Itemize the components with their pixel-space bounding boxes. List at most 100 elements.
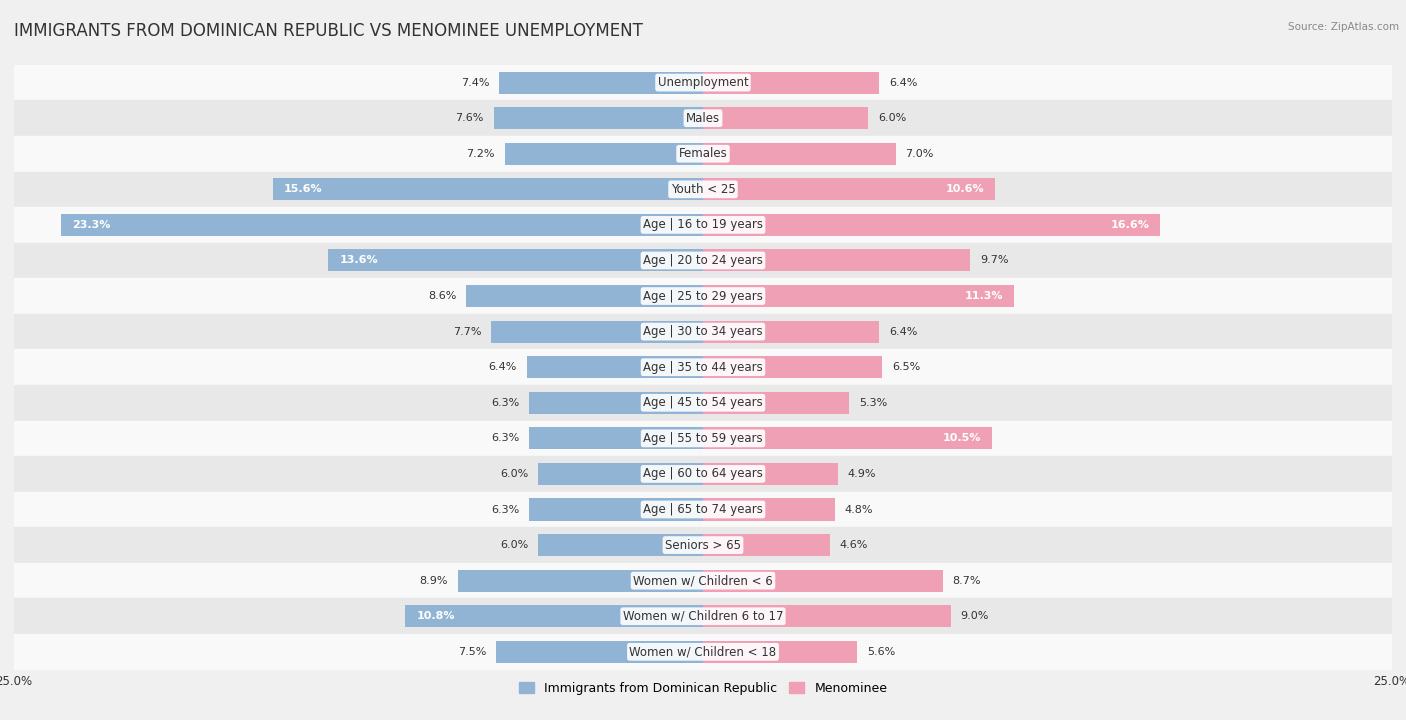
Text: Age | 35 to 44 years: Age | 35 to 44 years [643,361,763,374]
Bar [703,179,995,200]
Text: 10.5%: 10.5% [943,433,981,444]
Text: 7.6%: 7.6% [456,113,484,123]
Text: 6.4%: 6.4% [889,78,917,88]
Text: Unemployment: Unemployment [658,76,748,89]
Text: 13.6%: 13.6% [339,256,378,266]
Text: 9.0%: 9.0% [960,611,988,621]
Text: 6.5%: 6.5% [891,362,920,372]
Text: 5.3%: 5.3% [859,397,887,408]
Bar [14,314,1392,349]
Bar [703,428,993,449]
Bar [14,492,1392,527]
Text: 5.6%: 5.6% [868,647,896,657]
Bar [703,570,943,592]
Text: 6.3%: 6.3% [492,397,520,408]
Bar [14,634,1392,670]
Text: 8.7%: 8.7% [952,576,981,585]
Bar [703,641,858,663]
Text: 11.3%: 11.3% [965,291,1004,301]
Text: Women w/ Children < 6: Women w/ Children < 6 [633,574,773,587]
Text: 6.3%: 6.3% [492,505,520,515]
Text: 6.0%: 6.0% [499,540,529,550]
Bar [273,179,703,200]
Bar [703,498,835,521]
Text: Women w/ Children 6 to 17: Women w/ Children 6 to 17 [623,610,783,623]
Bar [537,534,703,556]
Text: Source: ZipAtlas.com: Source: ZipAtlas.com [1288,22,1399,32]
Text: Females: Females [679,148,727,161]
Text: Age | 45 to 54 years: Age | 45 to 54 years [643,396,763,409]
Bar [14,136,1392,171]
Bar [14,527,1392,563]
Bar [491,320,703,343]
Text: Age | 65 to 74 years: Age | 65 to 74 years [643,503,763,516]
Bar [537,463,703,485]
Text: 10.6%: 10.6% [945,184,984,194]
Bar [14,563,1392,598]
Bar [14,349,1392,385]
Bar [703,107,869,129]
Text: 7.0%: 7.0% [905,149,934,158]
Text: Age | 60 to 64 years: Age | 60 to 64 years [643,467,763,480]
Text: Age | 16 to 19 years: Age | 16 to 19 years [643,218,763,231]
Bar [14,278,1392,314]
Bar [14,598,1392,634]
Text: Age | 20 to 24 years: Age | 20 to 24 years [643,254,763,267]
Text: Age | 30 to 34 years: Age | 30 to 34 years [643,325,763,338]
Bar [703,214,1160,236]
Text: 6.4%: 6.4% [489,362,517,372]
Text: 7.5%: 7.5% [458,647,486,657]
Text: Women w/ Children < 18: Women w/ Children < 18 [630,645,776,658]
Text: 6.3%: 6.3% [492,433,520,444]
Text: 4.6%: 4.6% [839,540,868,550]
Bar [703,320,879,343]
Text: Males: Males [686,112,720,125]
Bar [405,606,703,627]
Bar [703,71,879,94]
Bar [703,356,882,378]
Bar [530,498,703,521]
Bar [14,100,1392,136]
Bar [703,285,1014,307]
Bar [60,214,703,236]
Legend: Immigrants from Dominican Republic, Menominee: Immigrants from Dominican Republic, Meno… [513,677,893,700]
Text: 6.0%: 6.0% [499,469,529,479]
Bar [530,428,703,449]
Bar [14,456,1392,492]
Bar [328,249,703,271]
Text: 7.2%: 7.2% [467,149,495,158]
Bar [527,356,703,378]
Text: 7.7%: 7.7% [453,327,481,337]
Bar [14,243,1392,278]
Bar [703,463,838,485]
Bar [703,143,896,165]
Text: Seniors > 65: Seniors > 65 [665,539,741,552]
Text: 16.6%: 16.6% [1111,220,1150,230]
Bar [703,392,849,414]
Bar [499,71,703,94]
Text: 15.6%: 15.6% [284,184,323,194]
Bar [14,207,1392,243]
Text: Age | 25 to 29 years: Age | 25 to 29 years [643,289,763,302]
Text: 7.4%: 7.4% [461,78,489,88]
Bar [496,641,703,663]
Bar [494,107,703,129]
Text: 6.0%: 6.0% [877,113,907,123]
Text: 6.4%: 6.4% [889,327,917,337]
Text: Youth < 25: Youth < 25 [671,183,735,196]
Text: 4.8%: 4.8% [845,505,873,515]
Text: 23.3%: 23.3% [72,220,110,230]
Bar [14,420,1392,456]
Text: 9.7%: 9.7% [980,256,1008,266]
Bar [505,143,703,165]
Text: IMMIGRANTS FROM DOMINICAN REPUBLIC VS MENOMINEE UNEMPLOYMENT: IMMIGRANTS FROM DOMINICAN REPUBLIC VS ME… [14,22,643,40]
Bar [458,570,703,592]
Text: 8.9%: 8.9% [419,576,449,585]
Text: 4.9%: 4.9% [848,469,876,479]
Bar [14,65,1392,100]
Bar [14,385,1392,420]
Bar [465,285,703,307]
Bar [703,249,970,271]
Bar [703,606,950,627]
Text: Age | 55 to 59 years: Age | 55 to 59 years [643,432,763,445]
